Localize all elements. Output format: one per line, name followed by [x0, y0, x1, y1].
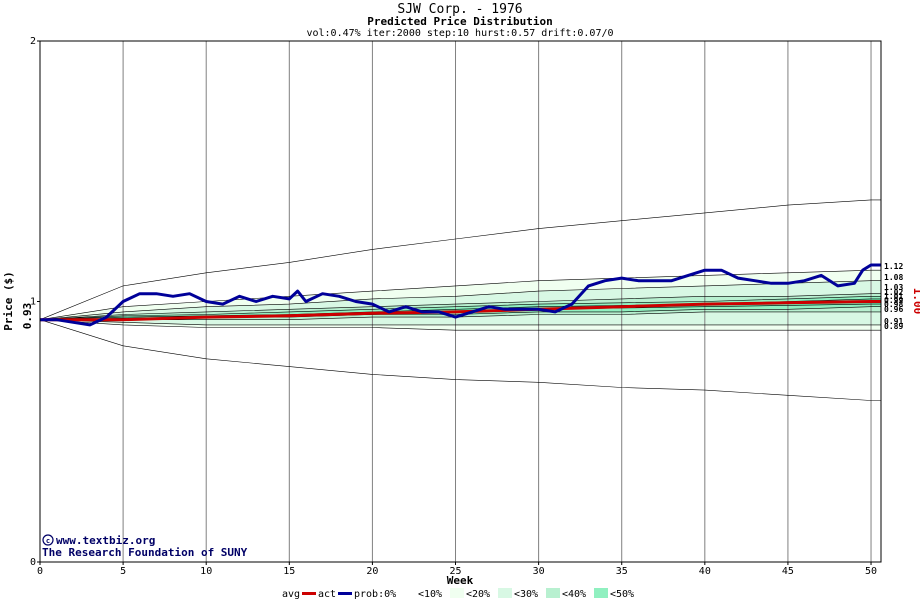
y-axis-label: Price ($) [2, 271, 15, 331]
y-tick-label-2: 2 [30, 36, 36, 47]
x-tick-label-5: 5 [120, 566, 126, 577]
x-tick-label-40: 40 [699, 566, 711, 577]
x-tick-label-30: 30 [533, 566, 545, 577]
x-tick-label-25: 25 [449, 566, 461, 577]
series-line-act [40, 263, 881, 327]
right-label-0: 1.12 [884, 262, 903, 271]
legend-act-label: act [318, 589, 336, 600]
legend-swatch-0 [402, 588, 416, 598]
right-label-6: 0.98 [884, 300, 903, 309]
legend-avg-label: avg [282, 589, 300, 600]
chart-subtitle: Predicted Price Distribution [367, 15, 552, 28]
chart-params: vol:0.47% iter:2000 step:10 hurst:0.57 d… [306, 28, 613, 39]
band-line-p30_lo [40, 311, 881, 321]
legend-act-swatch [338, 592, 352, 595]
band-line-p20_lo [39, 319, 881, 326]
right-label-2: 1.03 [884, 283, 903, 292]
right-label-3: 1.02 [884, 288, 903, 297]
legend-prob-label: prob:0% [354, 589, 396, 600]
x-tick-label-0: 0 [37, 566, 43, 577]
legend-b10-label: <10% [418, 589, 442, 600]
band-outlines [39, 199, 881, 401]
credit-org: The Research Foundation of SUNY [42, 546, 248, 559]
band-line-p40_hi [39, 295, 881, 320]
x-tick-label-20: 20 [366, 566, 378, 577]
right-label-5: 0.99 [884, 296, 903, 305]
right-label-1: 1.08 [884, 273, 903, 282]
band-line-p0_hi [39, 199, 881, 320]
legend-b40-label: <40% [562, 589, 586, 600]
legend-swatch-20 [498, 588, 512, 598]
y-tick-label-1: 1 [30, 297, 36, 308]
start-price-label: 0.93 [21, 303, 34, 330]
y-tick-labels: 0 1 2 [30, 36, 40, 568]
x-tick-label-15: 15 [283, 566, 295, 577]
x-axis-label: Week [447, 574, 474, 587]
legend-b30-label: <30% [514, 589, 538, 600]
right-label-9: 0.89 [884, 322, 903, 331]
right-price-labels: 1.12 1.081.031.021.010.990.980.96 0.910.89 [884, 262, 903, 331]
series-line-avg [40, 300, 881, 322]
legend-b20-label: <20% [466, 589, 490, 600]
band-line-p10_hi [39, 269, 881, 320]
y-tick-label-0: 0 [30, 557, 36, 568]
legend-swatch-10 [450, 588, 464, 598]
legend-swatch-30 [546, 588, 560, 598]
band-line-p0_lo [39, 319, 881, 401]
right-label-4: 1.01 [884, 292, 903, 301]
x-tick-label-50: 50 [865, 566, 877, 577]
right-label-8: 0.91 [884, 317, 903, 326]
band-line-p10_lo [39, 319, 881, 331]
legend: avg act prob:0% <10% <20% <30% <40% <50% [282, 588, 634, 600]
credit-site: www.textbiz.org [56, 534, 155, 547]
band-line-p20_hi [39, 280, 881, 320]
copyright-icon [42, 534, 54, 546]
x-tick-label-10: 10 [200, 566, 212, 577]
x-tick-label-35: 35 [616, 566, 628, 577]
x-tick-labels: 0 5 10 15 20 25 30 35 40 45 50 [37, 562, 877, 577]
legend-avg-swatch [302, 592, 316, 595]
legend-b50-label: <50% [610, 589, 634, 600]
x-tick-label-45: 45 [782, 566, 794, 577]
chart-title: SJW Corp. - 1976 [397, 2, 522, 17]
band-line-p30_hi [39, 293, 881, 320]
right-label-7: 0.96 [884, 305, 903, 314]
series-lines [40, 263, 881, 327]
last-price-label: 1.00 [911, 288, 920, 315]
copyright-c: c [46, 537, 50, 545]
legend-swatch-40 [594, 588, 608, 598]
